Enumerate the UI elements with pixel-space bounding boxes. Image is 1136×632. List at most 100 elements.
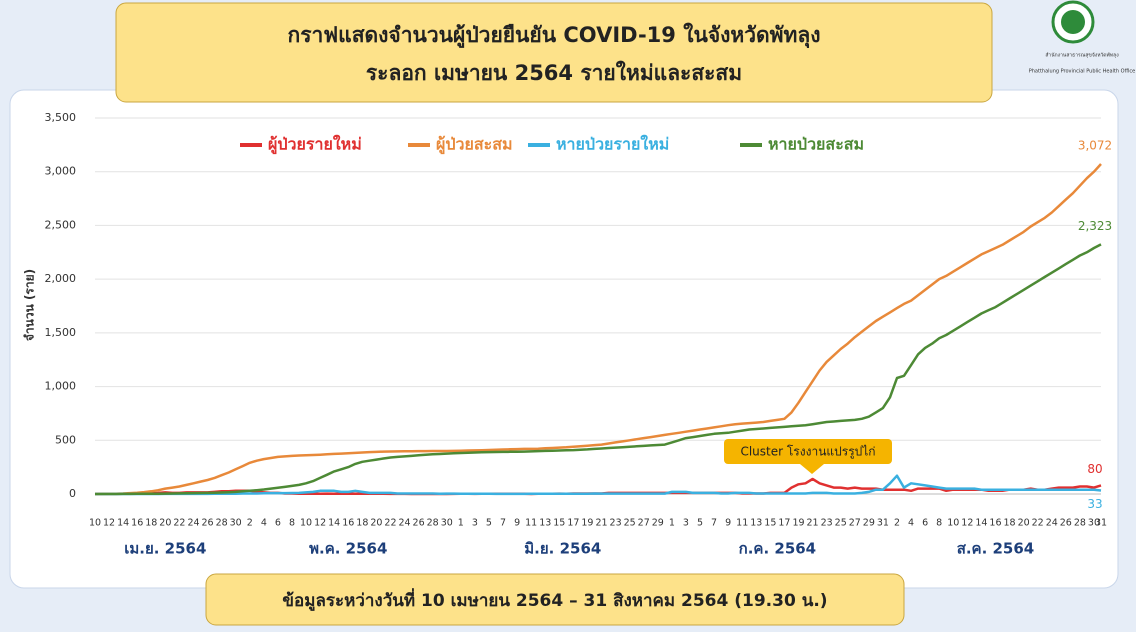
- x-tick-label: 5: [697, 518, 703, 529]
- x-tick-label: 6: [275, 518, 281, 529]
- x-tick-label: 22: [173, 518, 185, 529]
- x-tick-label: 10: [89, 518, 101, 529]
- end-label: 3,072: [1078, 138, 1112, 152]
- x-tick-label: 21: [595, 518, 607, 529]
- end-label: 33: [1087, 497, 1102, 511]
- series-line: [94, 163, 1102, 496]
- annotation-pointer: [800, 464, 824, 474]
- x-tick-label: 21: [807, 518, 819, 529]
- footer-box: [205, 573, 905, 626]
- x-tick-label: 28: [1074, 518, 1086, 529]
- title: กราฟแสดงจำนวนผู้ป่วยยืนยัน COVID-19 ในจั…: [288, 22, 821, 49]
- x-tick-label: 7: [500, 518, 506, 529]
- x-tick-label: 8: [936, 518, 942, 529]
- x-tick-label: 25: [835, 518, 847, 529]
- x-tick-label: 30: [441, 518, 453, 529]
- y-tick-label: 2,500: [45, 218, 77, 231]
- x-tick-label: 18: [145, 518, 157, 529]
- x-tick-label: 18: [356, 518, 368, 529]
- x-tick-label: 16: [131, 518, 143, 529]
- x-tick-label: 30: [230, 518, 242, 529]
- x-tick-label: 29: [863, 518, 875, 529]
- x-tick-label: 13: [539, 518, 551, 529]
- x-tick-label: 2: [894, 518, 900, 529]
- x-tick-label: 18: [1003, 518, 1015, 529]
- title-box: [115, 2, 993, 103]
- x-tick-label: 19: [581, 518, 593, 529]
- x-tick-label: 17: [567, 518, 579, 529]
- month-label: ก.ค. 2564: [739, 540, 816, 558]
- x-tick-label: 10: [947, 518, 959, 529]
- x-tick-label: 6: [922, 518, 928, 529]
- y-tick-label: 3,000: [45, 165, 77, 178]
- x-tick-label: 29: [652, 518, 664, 529]
- legend-label: หายป่วยรายใหม่: [556, 135, 669, 154]
- x-tick-label: 19: [792, 518, 804, 529]
- y-tick-label: 500: [55, 433, 76, 446]
- x-tick-label: 4: [908, 518, 914, 529]
- legend-label: ผู้ป่วยรายใหม่: [268, 135, 362, 156]
- x-tick-label: 11: [525, 518, 537, 529]
- x-tick-label: 30: [1088, 518, 1100, 529]
- x-tick-label: 20: [370, 518, 382, 529]
- x-tick-label: 31: [877, 518, 889, 529]
- x-tick-label: 8: [289, 518, 295, 529]
- y-tick-label: 1,000: [45, 380, 77, 393]
- y-tick-label: 2,000: [45, 272, 77, 285]
- x-tick-label: 14: [975, 518, 987, 529]
- x-tick-label: 15: [553, 518, 565, 529]
- series-line: [95, 243, 1102, 496]
- x-tick-label: 26: [413, 518, 425, 529]
- x-tick-label: 12: [961, 518, 973, 529]
- x-tick-label: 24: [1046, 518, 1058, 529]
- x-tick-label: 16: [342, 518, 354, 529]
- x-tick-label: 22: [1032, 518, 1044, 529]
- x-tick-label: 1: [669, 518, 675, 529]
- x-tick-label: 28: [427, 518, 439, 529]
- x-tick-label: 22: [384, 518, 396, 529]
- series-line: [95, 474, 1102, 496]
- x-tick-label: 10: [300, 518, 312, 529]
- y-axis-label: จำนวน (ราย): [23, 269, 37, 341]
- month-label: เม.ย. 2564: [124, 540, 206, 558]
- end-label: 2,323: [1078, 219, 1112, 233]
- x-tick-label: 14: [117, 518, 129, 529]
- subtitle: ระลอก เมษายน 2564 รายใหม่และสะสม: [366, 60, 742, 85]
- y-tick-label: 1,500: [45, 326, 77, 339]
- footer: ข้อมูลระหว่างวันที่ 10 เมษายน 2564 – 31 …: [282, 588, 827, 612]
- x-tick-label: 27: [849, 518, 861, 529]
- x-tick-label: 23: [821, 518, 833, 529]
- x-tick-label: 27: [638, 518, 650, 529]
- x-tick-label: 28: [216, 518, 228, 529]
- x-tick-label: 11: [736, 518, 748, 529]
- month-label: มิ.ย. 2564: [524, 540, 601, 558]
- logo-core: [1061, 10, 1085, 34]
- end-label: 80: [1087, 462, 1102, 476]
- x-tick-label: 25: [624, 518, 636, 529]
- x-tick-label: 13: [750, 518, 762, 529]
- x-tick-label: 24: [398, 518, 410, 529]
- x-tick-label: 2: [247, 518, 253, 529]
- x-tick-label: 4: [261, 518, 267, 529]
- x-tick-label: 3: [683, 518, 689, 529]
- month-label: พ.ค. 2564: [309, 540, 387, 558]
- legend-label: ผู้ป่วยสะสม: [436, 135, 513, 156]
- x-tick-label: 16: [989, 518, 1001, 529]
- x-tick-label: 17: [778, 518, 790, 529]
- x-tick-label: 20: [1018, 518, 1030, 529]
- x-tick-label: 24: [187, 518, 199, 529]
- x-tick-label: 12: [314, 518, 326, 529]
- legend-label: หายป่วยสะสม: [768, 135, 864, 154]
- y-tick-label: 0: [69, 487, 76, 500]
- annotation-box: [724, 439, 892, 464]
- annotation: Cluster โรงงานแปรรูปไก่: [740, 445, 875, 460]
- x-tick-label: 20: [159, 518, 171, 529]
- x-tick-label: 9: [514, 518, 520, 529]
- x-tick-label: 12: [103, 518, 115, 529]
- x-tick-label: 1: [458, 518, 464, 529]
- x-tick-label: 31: [1095, 518, 1107, 529]
- x-tick-label: 14: [328, 518, 340, 529]
- month-label: ส.ค. 2564: [957, 540, 1035, 558]
